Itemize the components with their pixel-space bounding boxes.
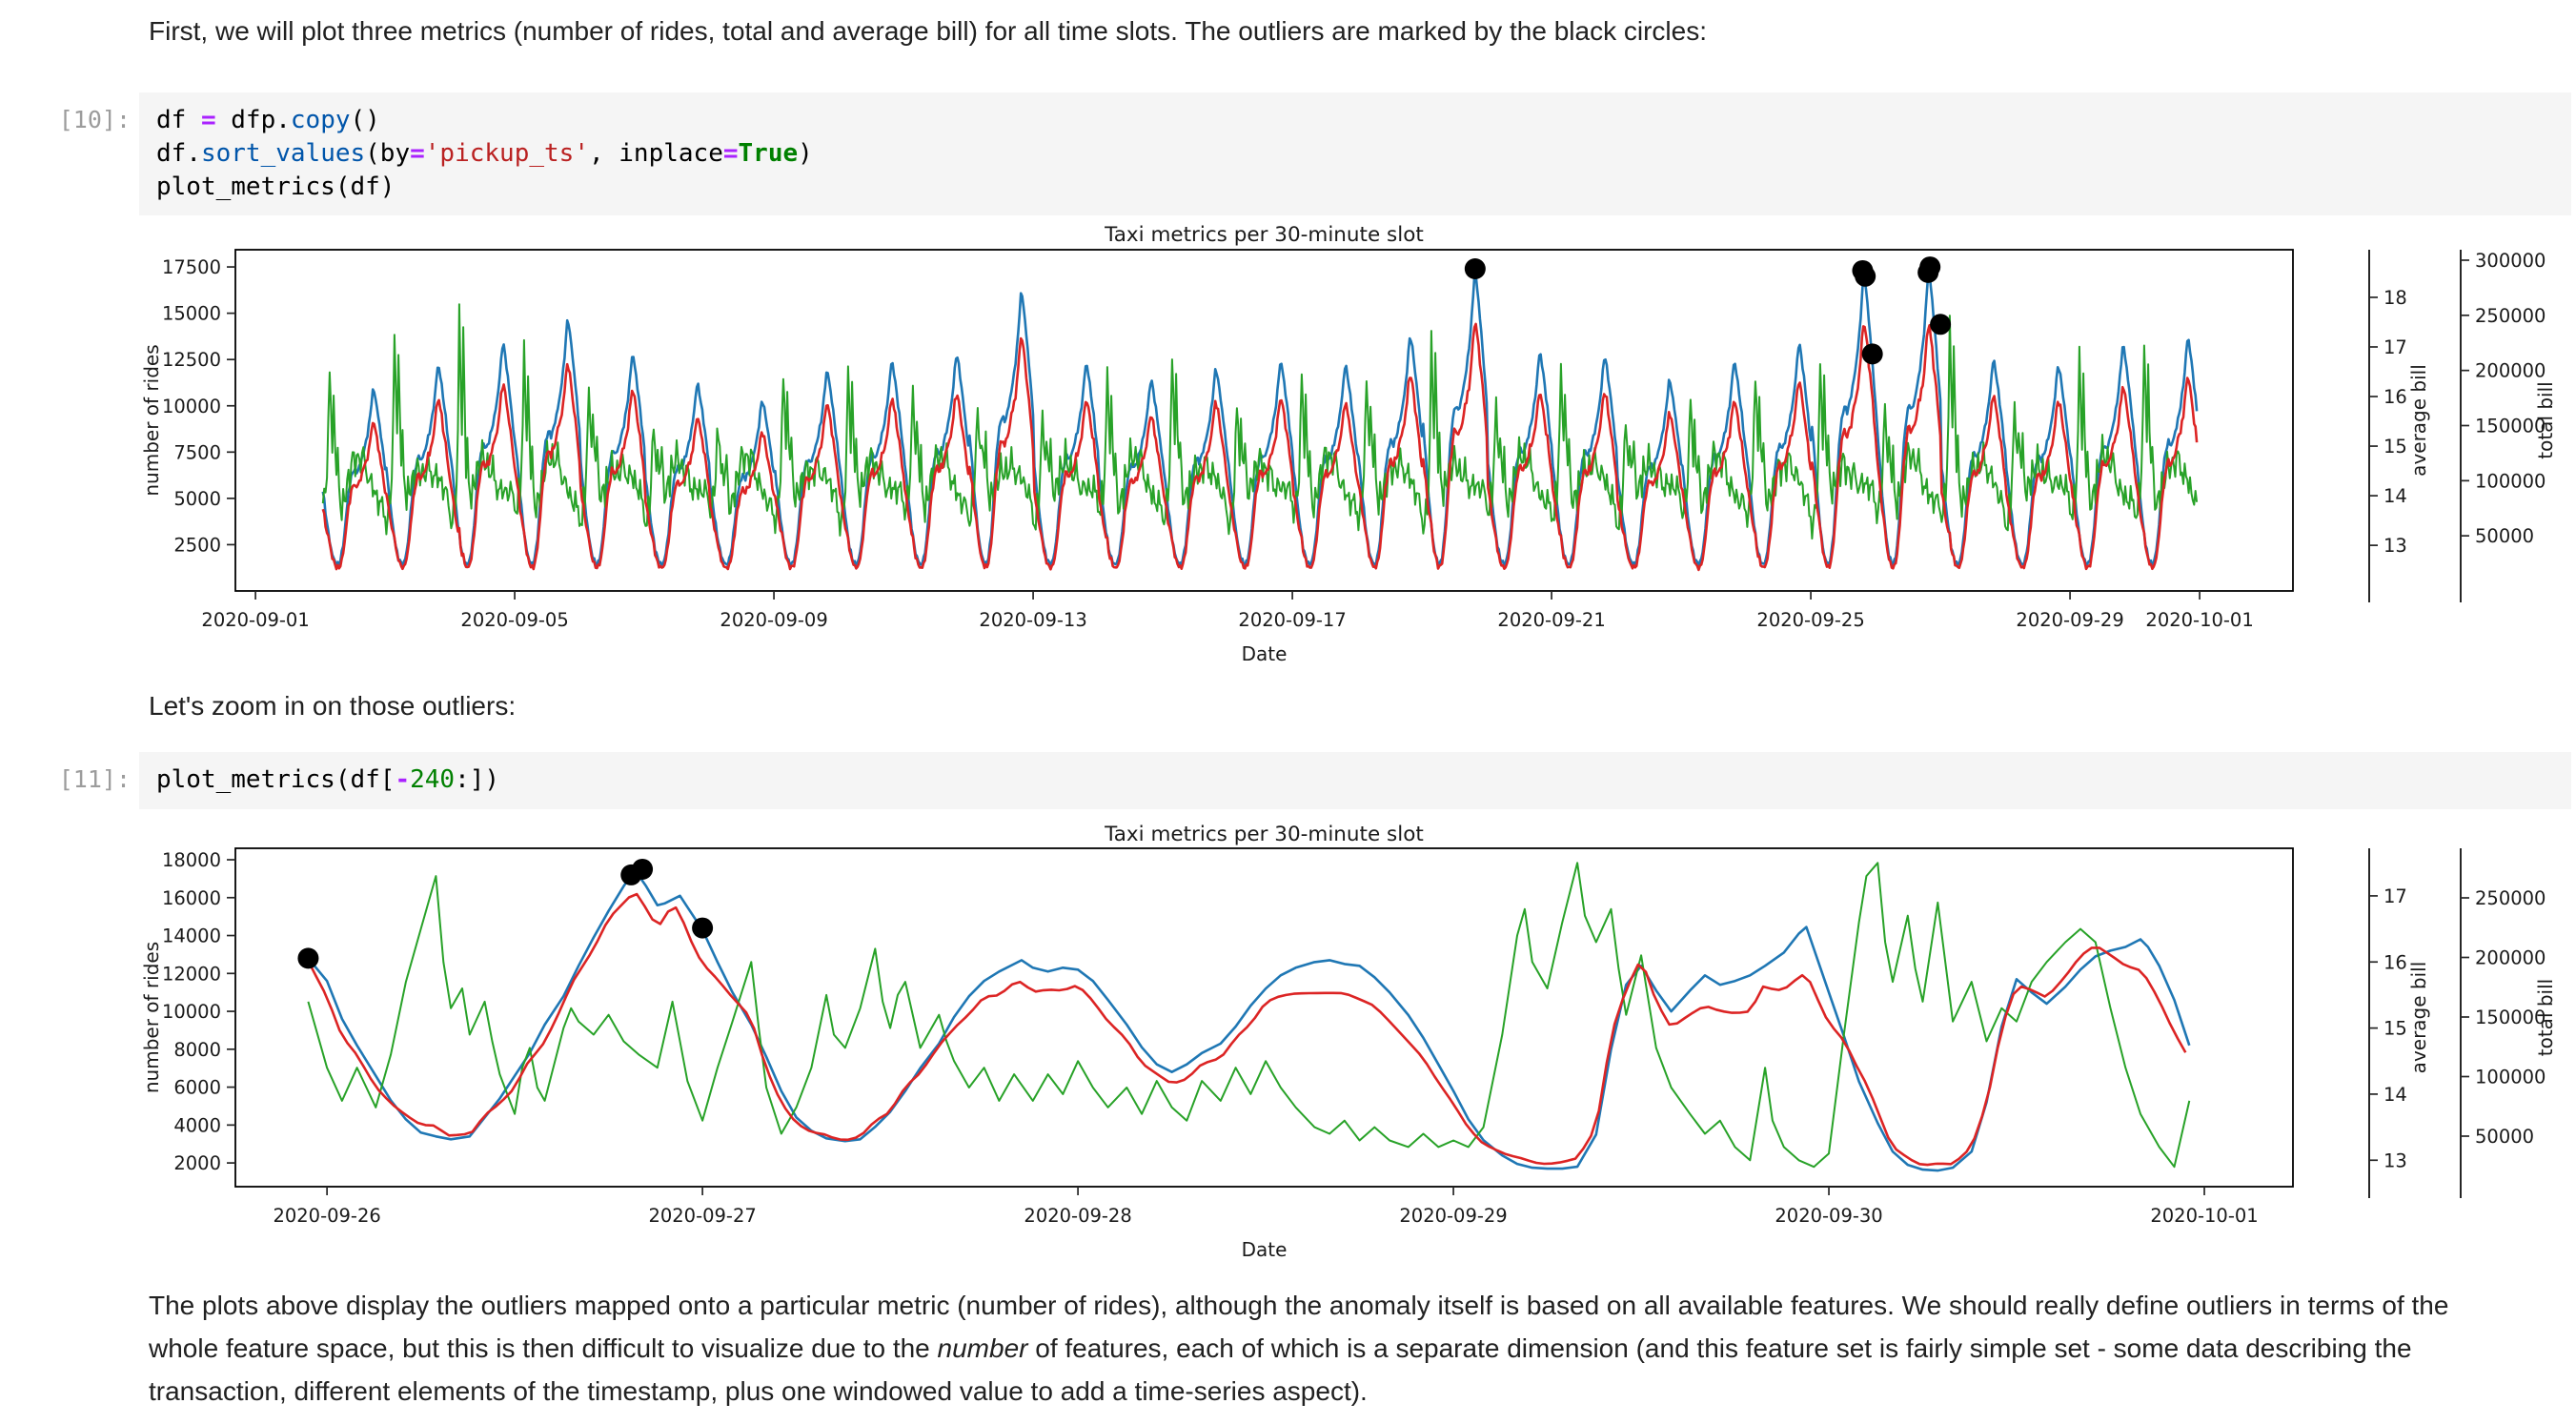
y-tick-label-avg: 13 <box>2383 535 2407 557</box>
x-tick-label: 2020-09-28 <box>1024 1205 1131 1227</box>
y-tick-label-rides: 2000 <box>173 1152 221 1174</box>
y-axis-label-total: total bill <box>2534 979 2557 1056</box>
chart-output-taxi-metrics-full: Taxi metrics per 30-minute slot 2020-09-0… <box>140 223 2557 665</box>
intro-text: First, we will plot three metrics (numbe… <box>149 16 1707 46</box>
series-average-bill <box>307 862 2191 1169</box>
y-tick-label-avg: 14 <box>2383 485 2407 507</box>
markdown-cell-intro: First, we will plot three metrics (numbe… <box>149 10 1707 52</box>
series-total-bill <box>321 322 2199 572</box>
y-tick-label-avg: 17 <box>2383 336 2407 358</box>
x-tick-label: 2020-09-05 <box>460 609 568 631</box>
y-tick-label-rides: 6000 <box>173 1077 221 1099</box>
y-tick-label-avg: 15 <box>2383 436 2407 458</box>
y-tick-label-rides: 18000 <box>162 849 221 871</box>
chart-title: Taxi metrics per 30-minute slot <box>1104 823 1424 846</box>
outlier-marker <box>1464 258 1486 280</box>
y-tick-label-total: 200000 <box>2475 947 2546 969</box>
y-tick-label-rides: 14000 <box>162 926 221 947</box>
y-tick-label-avg: 18 <box>2383 287 2407 309</box>
y-tick-label-rides: 16000 <box>162 887 221 909</box>
y-tick-label-rides: 5000 <box>173 488 221 510</box>
y-axis-label-rides: number of rides <box>140 942 163 1093</box>
x-tick-label: 2020-10-01 <box>2150 1205 2258 1227</box>
markdown-cell-outro: The plots above display the outliers map… <box>149 1284 2455 1413</box>
outro-text-before: The plots above display the outliers map… <box>149 1291 2449 1363</box>
y-tick-label-rides: 8000 <box>173 1039 221 1061</box>
x-tick-label: 2020-09-17 <box>1238 609 1346 631</box>
markdown-cell-zoom: Let's zoom in on those outliers: <box>149 684 516 727</box>
y-tick-label-rides: 10000 <box>162 396 221 417</box>
execution-count-prompt: [10]: <box>58 106 131 133</box>
outlier-marker <box>1855 265 1876 287</box>
zoom-note-text: Let's zoom in on those outliers: <box>149 691 517 721</box>
x-tick-label: 2020-09-01 <box>201 609 309 631</box>
x-tick-label: 2020-09-09 <box>720 609 827 631</box>
x-axis-label: Date <box>1242 1238 1288 1261</box>
x-tick-label: 2020-09-25 <box>1756 609 1864 631</box>
y-tick-label-total: 100000 <box>2475 1067 2546 1088</box>
y-tick-label-avg: 15 <box>2383 1018 2407 1040</box>
y-tick-label-avg: 17 <box>2383 885 2407 907</box>
code-line: plot_metrics(df[-240:]) <box>156 765 500 794</box>
outro-text-after: of features, each of which is a separate… <box>149 1333 2412 1406</box>
outlier-marker <box>297 947 319 969</box>
execution-count-prompt: [11]: <box>58 765 131 793</box>
y-tick-label-total: 50000 <box>2475 525 2534 547</box>
y-tick-label-avg: 16 <box>2383 951 2407 973</box>
y-tick-label-rides: 2500 <box>173 534 221 556</box>
y-tick-label-rides: 12500 <box>162 349 221 371</box>
x-tick-label: 2020-09-13 <box>979 609 1086 631</box>
code-input-area[interactable]: plot_metrics(df[-240:]) <box>139 752 2571 809</box>
y-tick-label-rides: 7500 <box>173 441 221 463</box>
code-line: df = dfp.copy() <box>156 106 380 134</box>
y-tick-label-total: 250000 <box>2475 305 2546 327</box>
y-tick-label-rides: 4000 <box>173 1114 221 1136</box>
y-tick-label-total: 50000 <box>2475 1126 2534 1148</box>
y-tick-label-rides: 12000 <box>162 963 221 985</box>
outlier-marker <box>1930 314 1952 336</box>
y-tick-label-total: 300000 <box>2475 250 2546 272</box>
y-tick-label-rides: 10000 <box>162 1001 221 1023</box>
y-tick-label-rides: 17500 <box>162 256 221 278</box>
series-average-bill <box>321 303 2199 540</box>
x-axis-label: Date <box>1242 642 1288 665</box>
x-tick-label: 2020-10-01 <box>2145 609 2253 631</box>
y-tick-label-avg: 16 <box>2383 386 2407 408</box>
y-axis-label-avg: average bill <box>2407 962 2430 1074</box>
y-axis-label-rides: number of rides <box>140 344 163 496</box>
y-tick-label-total: 100000 <box>2475 470 2546 492</box>
x-tick-label: 2020-09-29 <box>1399 1205 1507 1227</box>
outlier-marker <box>692 917 714 939</box>
y-tick-label-avg: 14 <box>2383 1084 2407 1106</box>
x-tick-label: 2020-09-21 <box>1497 609 1605 631</box>
y-tick-label-avg: 13 <box>2383 1149 2407 1171</box>
outlier-marker <box>632 858 654 880</box>
chart-output-taxi-metrics-zoom: Taxi metrics per 30-minute slot 2020-09-2… <box>140 823 2557 1261</box>
y-tick-label-total: 250000 <box>2475 887 2546 909</box>
x-tick-label: 2020-09-30 <box>1775 1205 1882 1227</box>
outlier-marker <box>1919 256 1941 278</box>
y-tick-label-total: 150000 <box>2475 415 2546 437</box>
outro-text-italic: number <box>937 1333 1028 1363</box>
plot-frame <box>234 847 2294 1188</box>
x-tick-label: 2020-09-27 <box>648 1205 756 1227</box>
y-tick-label-total: 200000 <box>2475 360 2546 382</box>
y-tick-label-rides: 15000 <box>162 303 221 325</box>
y-axis-label-total: total bill <box>2534 381 2557 458</box>
code-line: df.sort_values(by='pickup_ts', inplace=T… <box>156 139 813 168</box>
code-input-area[interactable]: df = dfp.copy() df.sort_values(by='pickup… <box>139 92 2571 215</box>
series-total-bill <box>307 892 2187 1167</box>
code-line: plot_metrics(df) <box>156 173 396 201</box>
x-tick-label: 2020-09-29 <box>2016 609 2123 631</box>
plot-frame <box>234 249 2294 592</box>
y-tick-label-total: 150000 <box>2475 1007 2546 1028</box>
x-tick-label: 2020-09-26 <box>273 1205 380 1227</box>
chart-title: Taxi metrics per 30-minute slot <box>1104 223 1424 247</box>
outlier-marker <box>1861 343 1883 365</box>
y-axis-label-avg: average bill <box>2407 364 2430 477</box>
